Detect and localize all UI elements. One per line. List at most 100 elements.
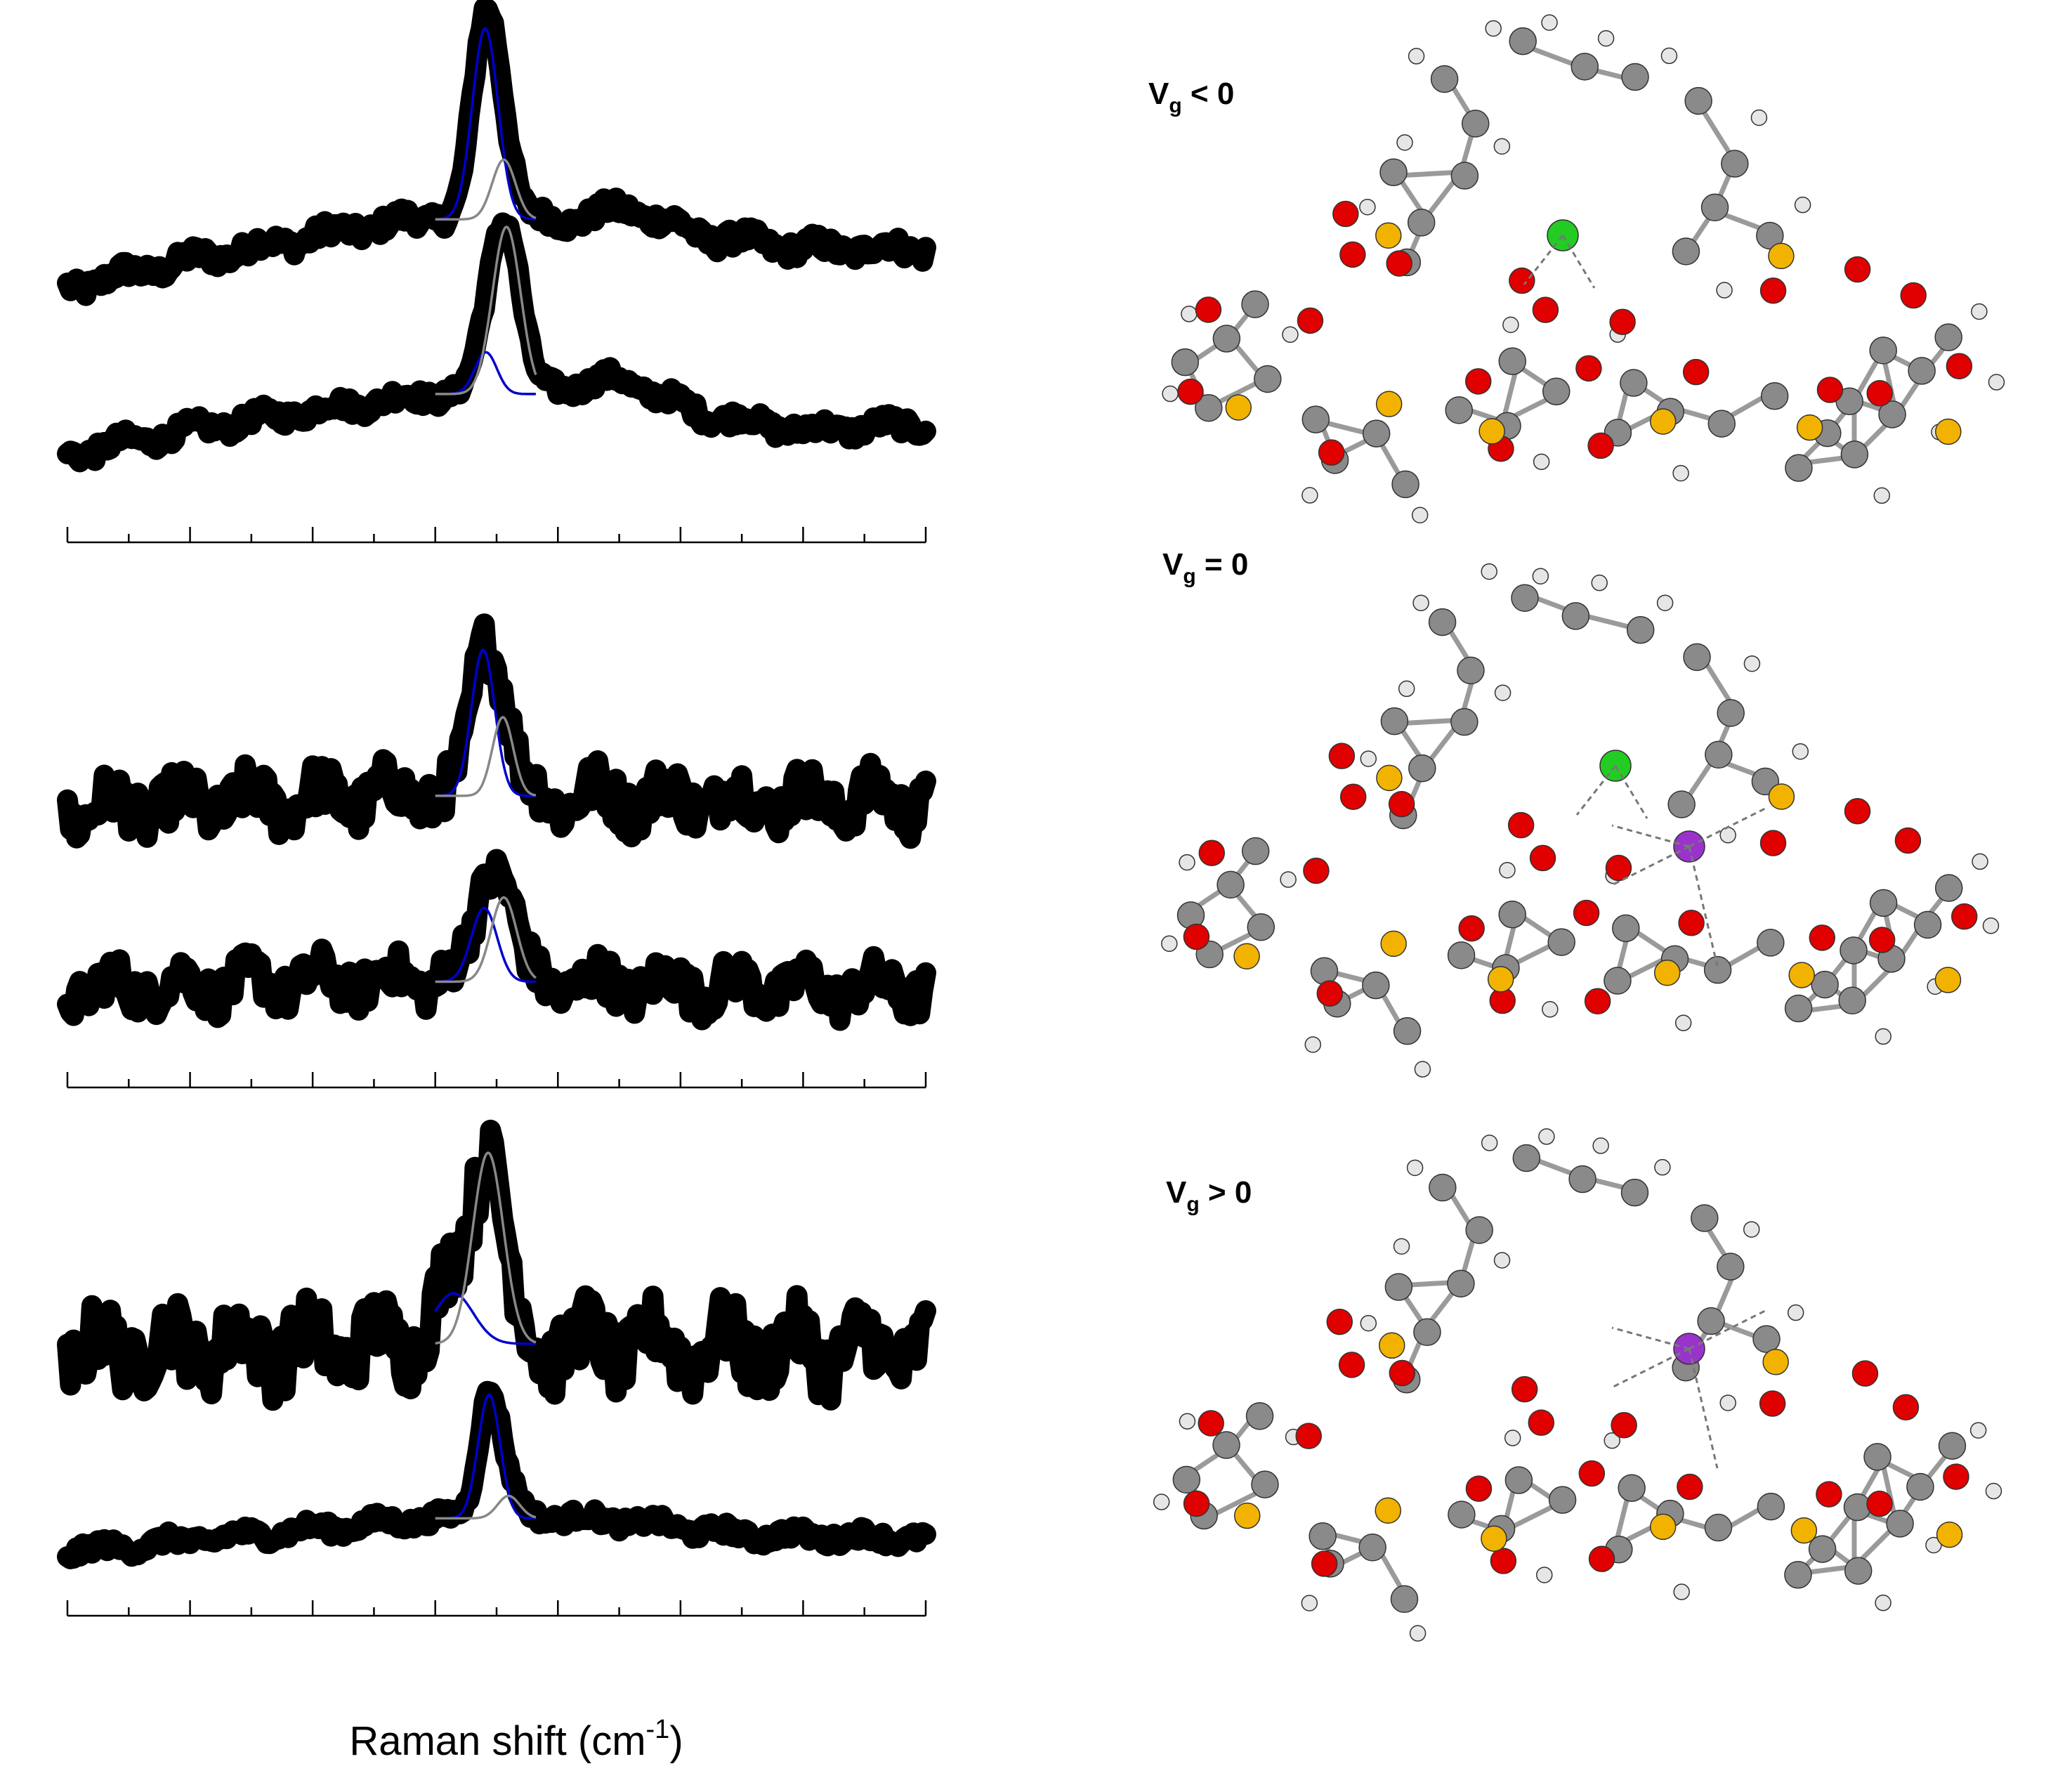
hydrogen-atom xyxy=(1787,1304,1804,1321)
structure-1: Vg < 0 xyxy=(1148,14,2005,523)
hydrogen-atom xyxy=(1597,30,1615,47)
oxygen-atom xyxy=(1584,988,1611,1014)
measured-spectrum-line xyxy=(57,212,936,473)
sulfur-atom xyxy=(1790,1517,1818,1544)
carbon-atom xyxy=(1756,221,1784,250)
carbon-atom xyxy=(1408,754,1436,783)
carbon-atom xyxy=(1667,790,1696,818)
carbon-atom xyxy=(1172,1465,1201,1494)
carbon-atom xyxy=(1254,365,1282,393)
carbon-atom xyxy=(1241,290,1269,318)
carbon-atom xyxy=(1362,971,1390,1000)
oxygen-atom xyxy=(1851,1360,1879,1387)
measured-spectrum-line xyxy=(57,849,936,1031)
hydrogen-atom xyxy=(1971,303,1988,320)
hydrogen-atom xyxy=(1481,563,1497,580)
hydrogen-atom xyxy=(1875,1594,1891,1612)
hydrogen-atom xyxy=(1408,48,1425,65)
fit-component-line xyxy=(434,1292,536,1345)
carbon-atom xyxy=(1247,913,1276,941)
carbon-atom xyxy=(1309,1522,1337,1550)
measured-spectrum-line xyxy=(57,613,936,849)
hydrogen-atom xyxy=(1988,374,2005,391)
hydrogen-bond xyxy=(1523,235,1564,285)
oxygen-atom xyxy=(1759,277,1787,304)
oxygen-atom xyxy=(1759,830,1787,856)
carbon-atom xyxy=(1393,1017,1422,1045)
oxygen-atom xyxy=(1177,378,1204,405)
carbon-atom xyxy=(1498,900,1526,929)
sulfur-atom xyxy=(1768,783,1795,810)
carbon-atom xyxy=(1684,86,1712,115)
hydrogen-atom xyxy=(1153,1493,1170,1510)
bond-sticks xyxy=(1184,591,1955,1034)
hydrogen-atom xyxy=(1794,196,1811,214)
oxygen-atom xyxy=(1844,256,1871,283)
coordination-bond xyxy=(1689,806,1767,848)
condition-relation: > 0 xyxy=(1200,1175,1252,1210)
carbon-atom xyxy=(1450,162,1479,190)
hydrogen-atom xyxy=(1536,1567,1553,1583)
oxygen-atom xyxy=(1389,1359,1416,1387)
oxygen-atom xyxy=(1183,923,1210,950)
oxygen-atom xyxy=(1866,1490,1893,1517)
carbon-atom xyxy=(1380,707,1409,736)
hydrogen-atom xyxy=(1360,750,1377,767)
oxygen-atom xyxy=(1578,1460,1606,1487)
hydrogen-atom xyxy=(1181,306,1198,322)
carbon-atom xyxy=(1840,936,1868,965)
carbon-atom xyxy=(1757,1492,1785,1521)
hydrogen-atom xyxy=(1592,1137,1609,1154)
oxygen-atom xyxy=(1339,783,1367,811)
hydrogen-atom xyxy=(1301,1595,1318,1612)
carbon-atom xyxy=(1811,970,1839,999)
carbon-atom xyxy=(1707,410,1736,438)
hydrogen-atom xyxy=(1494,684,1512,701)
carbon-atom xyxy=(1171,348,1200,377)
carbon-atom xyxy=(1428,608,1457,636)
sulfur-atom xyxy=(1649,408,1677,435)
carbon-atom xyxy=(1390,1585,1419,1614)
trace-group-positive xyxy=(57,849,936,1031)
carbon-atom xyxy=(1620,369,1648,397)
carbon-atom xyxy=(1512,1144,1541,1172)
carbon-atom xyxy=(1886,1510,1914,1538)
hydrogen-atom xyxy=(1969,1422,1987,1439)
hydrogen-atom xyxy=(1873,487,1891,504)
hydrogen-atom xyxy=(1162,385,1179,403)
oxygen-atom xyxy=(1465,1475,1493,1502)
sulfur-atom xyxy=(1762,1349,1789,1375)
oxygen-atom xyxy=(1575,355,1602,382)
carbon-atom xyxy=(1461,110,1490,138)
oxygen-atom xyxy=(1682,358,1710,386)
hydrogen-bond xyxy=(1575,765,1617,816)
oxygen-atom xyxy=(1326,1308,1353,1335)
hydrogen-atom xyxy=(1280,871,1297,888)
fit-component-line xyxy=(435,27,536,221)
sulfur-atom xyxy=(1768,242,1795,270)
carbon-atom xyxy=(1245,1401,1274,1430)
hydrogen-atom xyxy=(1532,568,1549,584)
oxygen-atom xyxy=(1946,353,1973,379)
bond-sticks xyxy=(1184,43,1955,486)
carbon-atom xyxy=(1913,910,1942,939)
oxygen-atom xyxy=(1943,1463,1969,1490)
oxygen-atom xyxy=(1328,743,1356,769)
oxygen-atom xyxy=(1339,241,1366,268)
carbon-atom xyxy=(1784,994,1813,1023)
sulfur-atom xyxy=(1653,960,1681,986)
hydrogen-atom xyxy=(1179,1413,1196,1430)
carbon-atom xyxy=(1703,955,1732,984)
hydrogen-atom xyxy=(1604,1432,1620,1449)
oxygen-atom xyxy=(1866,380,1893,407)
oxygen-atom xyxy=(1759,1390,1786,1417)
carbon-atom xyxy=(1498,347,1526,375)
bond-sticks xyxy=(1184,1153,1955,1596)
bond-stick xyxy=(1397,717,1462,726)
hydrogen-atom xyxy=(1792,743,1809,760)
hydrogen-atom xyxy=(1538,1128,1555,1145)
carbon-atom xyxy=(1808,1535,1837,1563)
sulfur-atom xyxy=(1376,764,1403,792)
carbon-atom xyxy=(1241,837,1270,865)
sulfur-atom xyxy=(1375,391,1403,417)
